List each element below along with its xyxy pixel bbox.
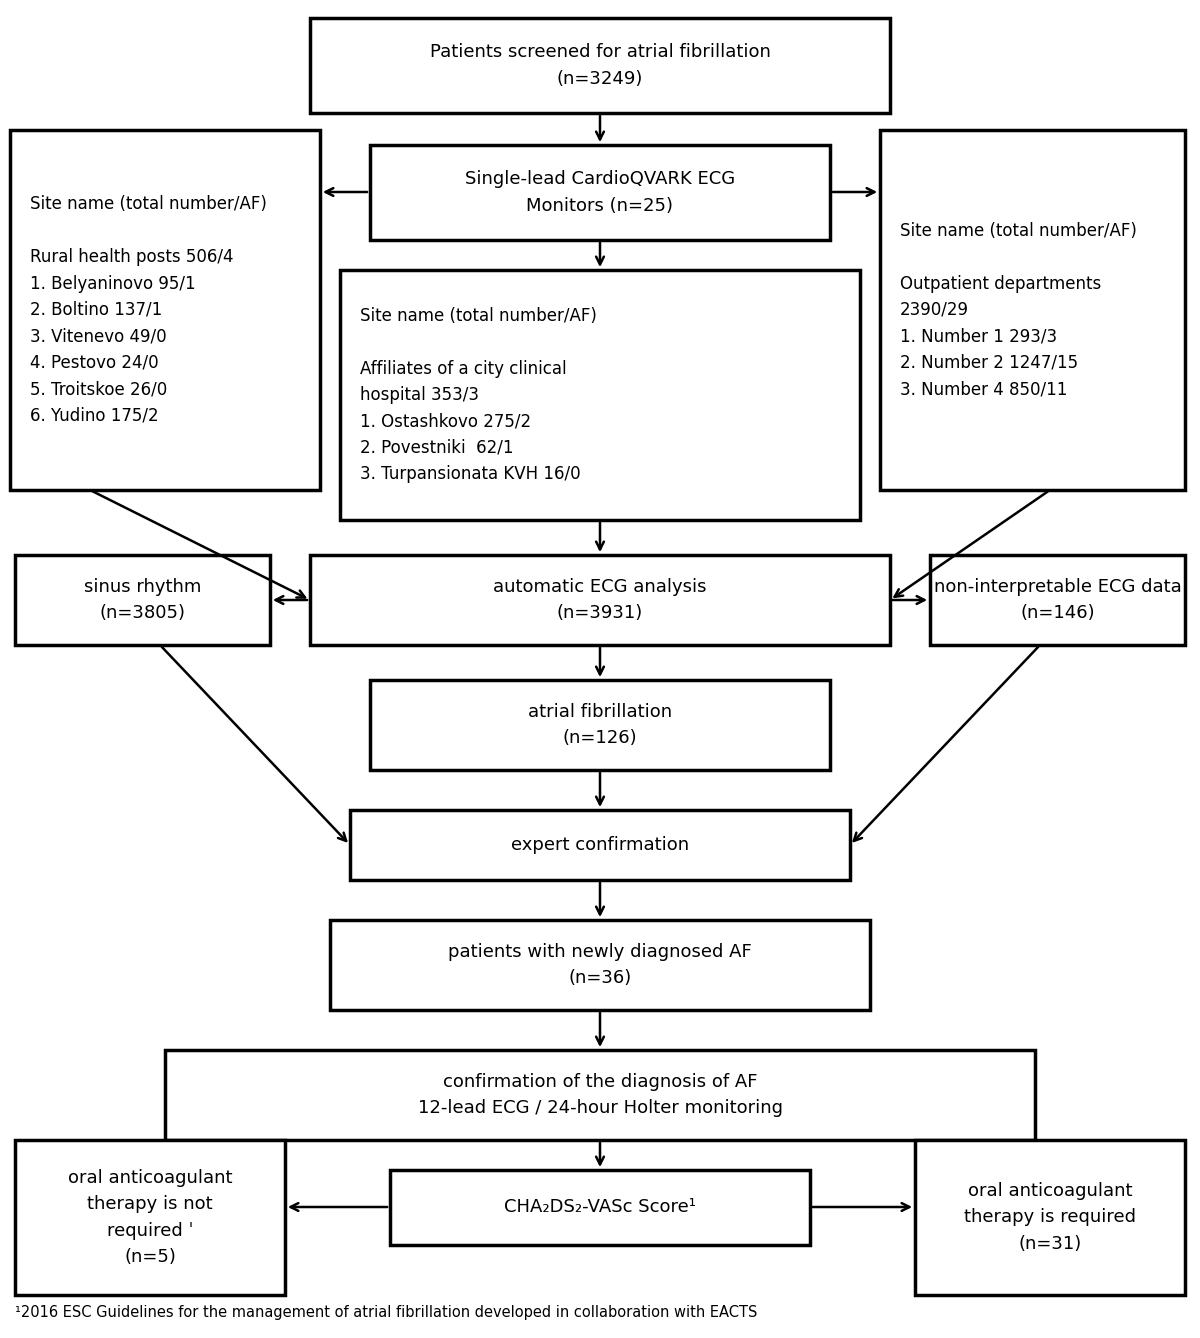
Bar bbox=[10, 130, 320, 490]
Text: Patients screened for atrial fibrillation
(n=3249): Patients screened for atrial fibrillatio… bbox=[430, 43, 770, 88]
Text: Site name (total number/AF)

Outpatient departments
2390/29
1. Number 1 293/3
2.: Site name (total number/AF) Outpatient d… bbox=[900, 222, 1136, 399]
Text: confirmation of the diagnosis of AF
12-lead ECG / 24-hour Holter monitoring: confirmation of the diagnosis of AF 12-l… bbox=[418, 1073, 782, 1117]
Text: patients with newly diagnosed AF
(n=36): patients with newly diagnosed AF (n=36) bbox=[448, 943, 752, 987]
Text: oral anticoagulant
therapy is not
required ˈ
(n=5): oral anticoagulant therapy is not requir… bbox=[67, 1169, 233, 1266]
Text: expert confirmation: expert confirmation bbox=[511, 836, 689, 854]
Text: oral anticoagulant
therapy is required
(n=31): oral anticoagulant therapy is required (… bbox=[964, 1181, 1136, 1252]
Text: atrial fibrillation
(n=126): atrial fibrillation (n=126) bbox=[528, 702, 672, 747]
Bar bbox=[916, 1140, 1186, 1295]
Bar bbox=[340, 270, 860, 520]
Bar bbox=[310, 17, 890, 112]
Bar bbox=[930, 555, 1186, 645]
Bar bbox=[350, 809, 850, 880]
Text: CHA₂DS₂-VASc Score¹: CHA₂DS₂-VASc Score¹ bbox=[504, 1199, 696, 1216]
Text: automatic ECG analysis
(n=3931): automatic ECG analysis (n=3931) bbox=[493, 578, 707, 622]
Bar bbox=[370, 145, 830, 240]
Bar bbox=[310, 555, 890, 645]
Bar bbox=[14, 1140, 286, 1295]
Text: ¹2016 ESC Guidelines for the management of atrial fibrillation developed in coll: ¹2016 ESC Guidelines for the management … bbox=[14, 1305, 757, 1321]
Bar bbox=[880, 130, 1186, 490]
Bar bbox=[370, 680, 830, 769]
Text: Site name (total number/AF)

Affiliates of a city clinical
hospital 353/3
1. Ost: Site name (total number/AF) Affiliates o… bbox=[360, 306, 596, 483]
Bar bbox=[166, 1050, 1034, 1140]
Text: sinus rhythm
(n=3805): sinus rhythm (n=3805) bbox=[84, 578, 202, 622]
Bar bbox=[390, 1169, 810, 1244]
Text: non-interpretable ECG data
(n=146): non-interpretable ECG data (n=146) bbox=[934, 578, 1181, 622]
Bar bbox=[330, 921, 870, 1010]
Bar bbox=[14, 555, 270, 645]
Text: Single-lead CardioQVARK ECG
Monitors (n=25): Single-lead CardioQVARK ECG Monitors (n=… bbox=[464, 170, 736, 214]
Text: Site name (total number/AF)

Rural health posts 506/4
1. Belyaninovo 95/1
2. Bol: Site name (total number/AF) Rural health… bbox=[30, 195, 266, 424]
